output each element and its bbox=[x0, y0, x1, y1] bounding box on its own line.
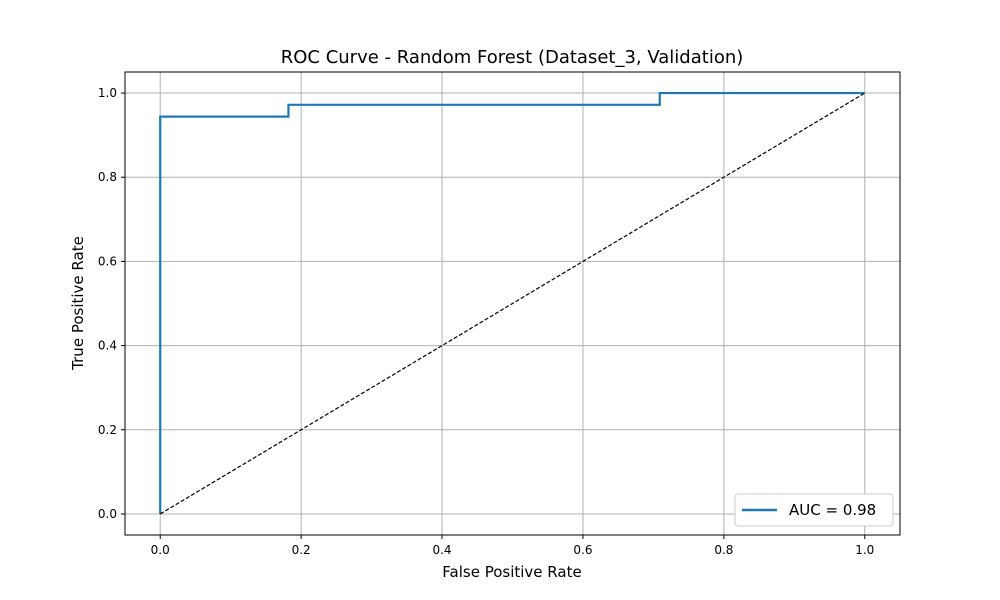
y-tick-label: 1.0 bbox=[98, 86, 117, 100]
grid bbox=[125, 72, 900, 535]
axis-ticks: 0.0 0.2 0.4 0.6 0.8 1.0 0.0 0.2 0.4 0.6 0.8 1.0 bbox=[98, 86, 874, 557]
y-tick-label: 0.0 bbox=[98, 507, 117, 521]
y-axis-label: True Positive Rate bbox=[69, 236, 87, 371]
chart-title: ROC Curve - Random Forest (Dataset_3, Va… bbox=[281, 47, 744, 68]
y-tick-label: 0.4 bbox=[98, 339, 117, 353]
y-tick-label: 0.8 bbox=[98, 170, 117, 184]
x-tick-label: 1.0 bbox=[855, 543, 874, 557]
x-tick-label: 0.4 bbox=[432, 543, 451, 557]
legend-label: AUC = 0.98 bbox=[789, 501, 876, 519]
chance-diagonal-line bbox=[159, 92, 866, 515]
plot-area bbox=[124, 71, 901, 536]
x-tick-label: 0.2 bbox=[292, 543, 311, 557]
series-layer bbox=[159, 91, 866, 515]
y-tick-label: 0.2 bbox=[98, 423, 117, 437]
x-tick-label: 0.8 bbox=[714, 543, 733, 557]
legend-box bbox=[734, 493, 894, 527]
x-tick-label: 0.0 bbox=[151, 543, 170, 557]
roc-curve-line bbox=[159, 91, 865, 514]
x-axis-label: False Positive Rate bbox=[442, 563, 581, 581]
x-tick-label: 0.6 bbox=[573, 543, 592, 557]
y-tick-label: 0.6 bbox=[98, 254, 117, 268]
legend: AUC = 0.98 bbox=[734, 493, 894, 527]
